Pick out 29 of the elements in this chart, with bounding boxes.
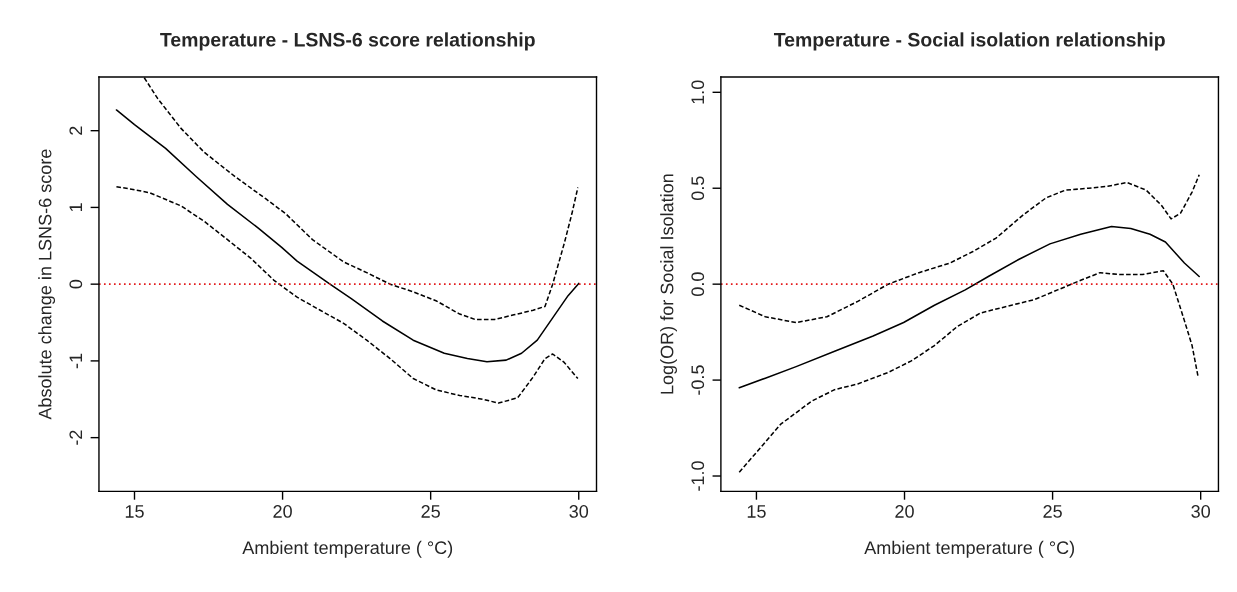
chart-title: Temperature - Social isolation relationship <box>773 32 1165 51</box>
x-axis-title: Ambient temperature ( °C) <box>864 540 1075 558</box>
x-tick-label: 30 <box>1191 505 1211 518</box>
y-tick-label: -1.0 <box>691 461 705 491</box>
line-series <box>115 185 579 404</box>
y-tick-label: 1.0 <box>691 80 705 104</box>
line-series <box>738 174 1200 324</box>
y-tick-label: 0.0 <box>691 272 705 296</box>
y-tick-label: -1 <box>69 353 83 369</box>
y-tick-label: 0.5 <box>691 176 705 201</box>
x-tick-label: 20 <box>273 505 292 518</box>
x-tick-label: 20 <box>895 505 914 518</box>
line-series <box>738 225 1200 389</box>
y-tick-label: -2 <box>69 430 83 445</box>
line-series <box>738 269 1199 473</box>
x-tick-label: 15 <box>747 505 766 518</box>
y-tick-label: -0.5 <box>691 365 705 395</box>
x-tick-label: 25 <box>1043 505 1062 518</box>
line-series <box>115 109 580 363</box>
chart-title: Temperature - LSNS-6 score relationship <box>160 32 535 51</box>
y-tick-label: 0 <box>69 279 83 289</box>
y-tick-label: 1 <box>69 203 83 212</box>
y-axis-title: Log(OR) for Social Isolation <box>660 174 677 394</box>
y-axis-title: Absolute change in LSNS-6 score <box>38 149 56 420</box>
y-tick-label: 2 <box>69 126 83 135</box>
x-axis-title: Ambient temperature ( °C) <box>242 540 453 558</box>
x-tick-label: 25 <box>421 505 440 518</box>
x-tick-label: 15 <box>125 505 144 518</box>
x-tick-label: 30 <box>569 505 589 518</box>
